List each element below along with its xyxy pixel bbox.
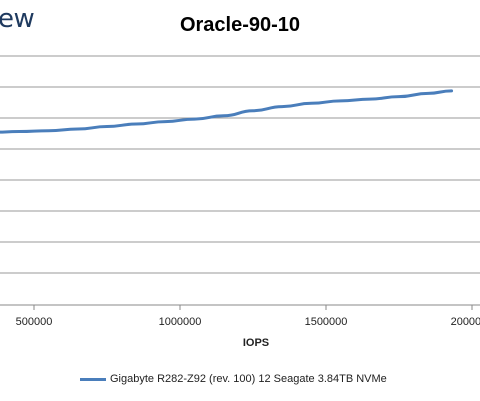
logo-fragment: ew	[0, 4, 35, 34]
gridlines	[0, 55, 480, 306]
x-tick-label: 1500000	[305, 316, 348, 328]
chart-title: Oracle-90-10	[179, 14, 301, 36]
x-axis: 500000 1000000 1500000 2000000	[16, 305, 480, 328]
x-tick-label: 1000000	[159, 316, 202, 328]
x-tick-label: 500000	[16, 316, 53, 328]
legend-label: Gigabyte R282-Z92 (rev. 100) 12 Seagate …	[110, 373, 387, 385]
x-tick-label: 2000000	[451, 316, 480, 328]
legend-swatch	[80, 377, 106, 381]
series-line	[0, 89, 454, 134]
legend: Gigabyte R282-Z92 (rev. 100) 12 Seagate …	[80, 373, 387, 385]
x-axis-label: IOPS	[242, 337, 270, 349]
series-layer	[0, 89, 454, 134]
